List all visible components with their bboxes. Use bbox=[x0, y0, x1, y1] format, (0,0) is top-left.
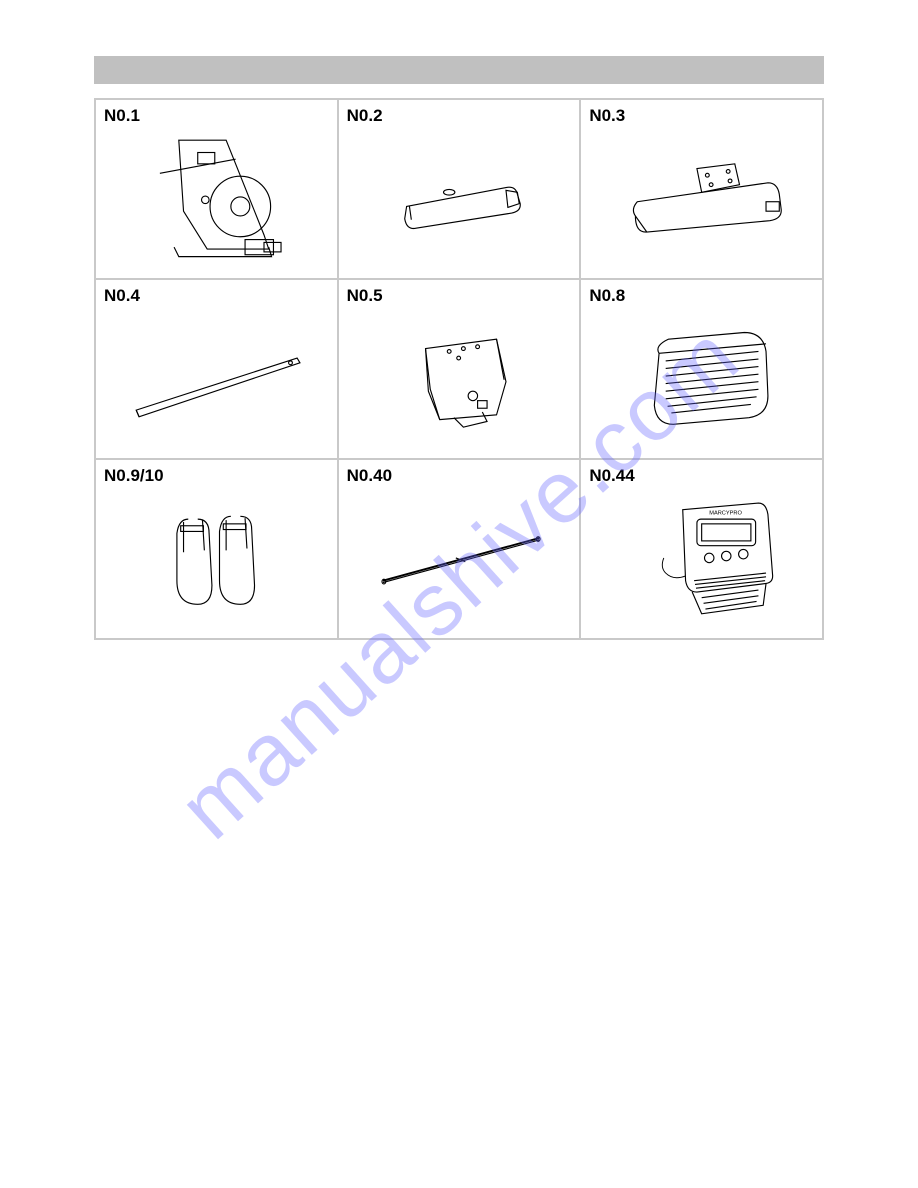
illustration-seat-carriage bbox=[349, 306, 570, 448]
cell-label: N0.8 bbox=[589, 286, 814, 306]
illustration-foot-straps bbox=[106, 486, 327, 628]
cell-n0-40: N0.40 bbox=[338, 459, 581, 639]
illustration-handle-rod bbox=[349, 486, 570, 628]
parts-grid: N0.1 N0.2 bbox=[94, 98, 824, 640]
illustration-rear-stabilizer bbox=[591, 126, 812, 268]
illustration-main-body bbox=[106, 126, 327, 268]
cell-n0-1: N0.1 bbox=[95, 99, 338, 279]
cell-label: N0.5 bbox=[347, 286, 572, 306]
illustration-foot-plate bbox=[591, 306, 812, 448]
page: N0.1 N0.2 bbox=[0, 0, 918, 1188]
cell-label: N0.40 bbox=[347, 466, 572, 486]
illustration-front-stabilizer bbox=[349, 126, 570, 268]
cell-n0-44: N0.44 MARCYPRO bbox=[580, 459, 823, 639]
illustration-console: MARCYPRO bbox=[591, 486, 812, 628]
illustration-rail bbox=[106, 306, 327, 448]
cell-n0-5: N0.5 bbox=[338, 279, 581, 459]
cell-label: N0.44 bbox=[589, 466, 814, 486]
cell-label: N0.1 bbox=[104, 106, 329, 126]
cell-n0-8: N0.8 bbox=[580, 279, 823, 459]
cell-n0-2: N0.2 bbox=[338, 99, 581, 279]
cell-label: N0.2 bbox=[347, 106, 572, 126]
cell-n0-9-10: N0.9/10 bbox=[95, 459, 338, 639]
header-bar bbox=[94, 56, 824, 84]
cell-label: N0.4 bbox=[104, 286, 329, 306]
cell-label: N0.3 bbox=[589, 106, 814, 126]
cell-n0-4: N0.4 bbox=[95, 279, 338, 459]
cell-n0-3: N0.3 bbox=[580, 99, 823, 279]
cell-label: N0.9/10 bbox=[104, 466, 329, 486]
svg-text:MARCYPRO: MARCYPRO bbox=[709, 510, 742, 516]
